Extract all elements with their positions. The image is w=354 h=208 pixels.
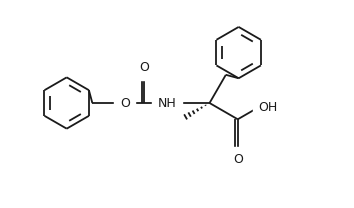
Text: O: O <box>233 153 243 166</box>
Text: O: O <box>120 97 130 110</box>
Text: NH: NH <box>157 97 176 110</box>
Text: OH: OH <box>258 101 278 114</box>
Text: O: O <box>139 61 149 74</box>
